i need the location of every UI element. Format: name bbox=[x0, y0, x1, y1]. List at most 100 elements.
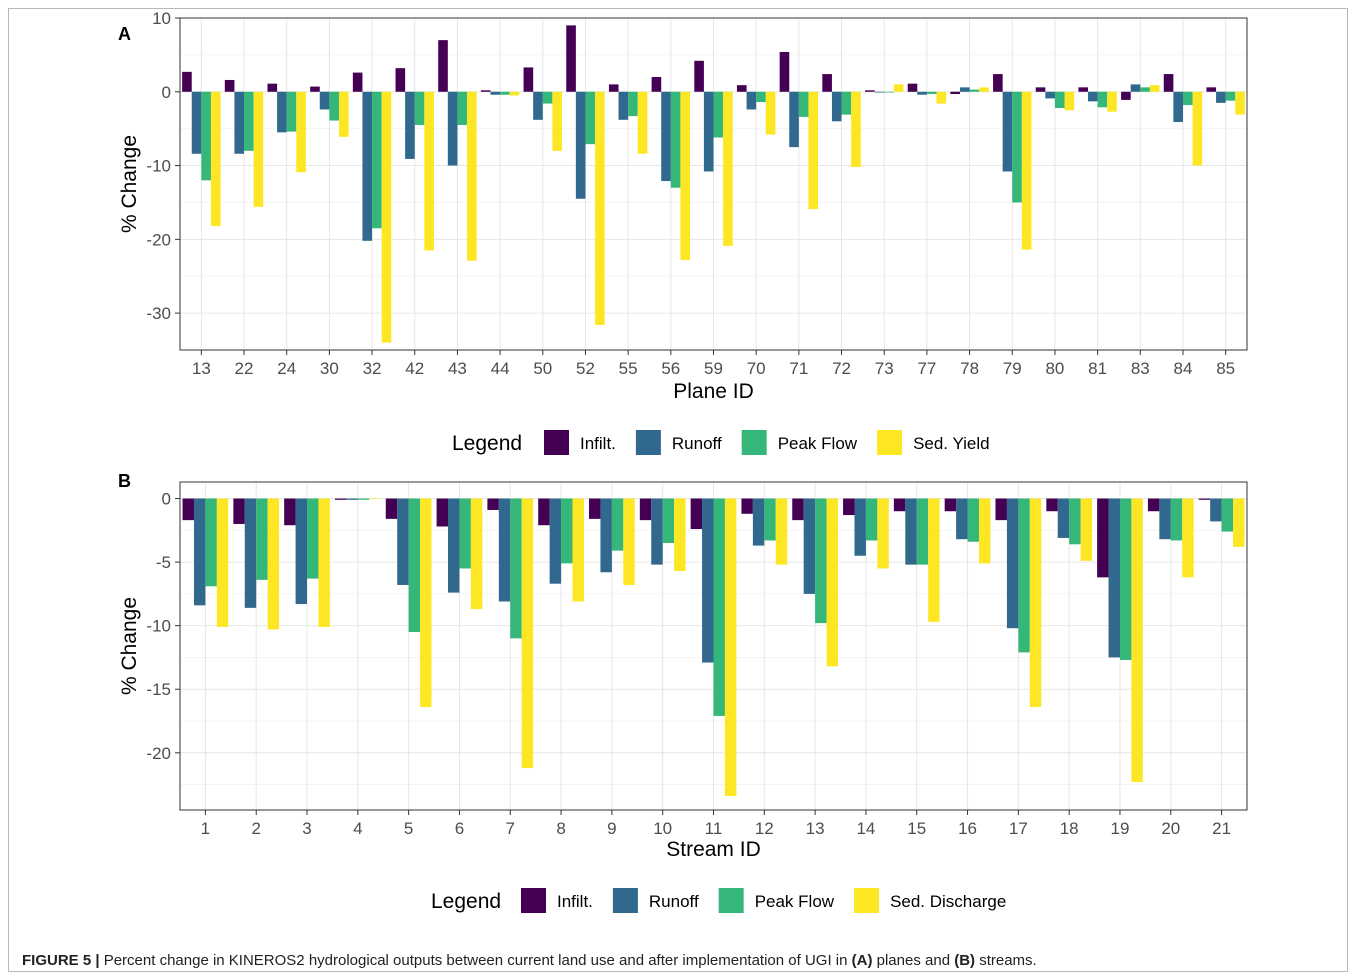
bar-runoff-4 bbox=[346, 498, 358, 500]
x-tick-label: 15 bbox=[907, 819, 926, 838]
bar-peak-5 bbox=[408, 498, 421, 633]
y-tick-label: -30 bbox=[146, 304, 171, 323]
bar-runoff-50 bbox=[533, 91, 543, 120]
legend-swatch-peak bbox=[718, 888, 744, 913]
bar-peak-52 bbox=[585, 91, 596, 145]
bar-runoff-22 bbox=[234, 91, 245, 154]
bar-sed-42 bbox=[424, 91, 434, 251]
x-tick-label: 24 bbox=[277, 359, 296, 378]
bar-infilt-2 bbox=[233, 498, 245, 524]
bar-sed-1 bbox=[216, 498, 229, 627]
bar-sed-15 bbox=[928, 498, 940, 622]
bar-peak-30 bbox=[329, 91, 339, 121]
legend-swatch-sed bbox=[854, 888, 880, 913]
bar-runoff-16 bbox=[956, 498, 968, 540]
bar-sed-84 bbox=[1192, 91, 1203, 166]
x-tick-label: 2 bbox=[251, 819, 260, 838]
bar-runoff-8 bbox=[549, 498, 562, 584]
legend-label-peak: Peak Flow bbox=[778, 434, 858, 453]
bar-sed-72 bbox=[851, 91, 861, 168]
x-tick-label: 32 bbox=[363, 359, 382, 378]
bar-peak-83 bbox=[1140, 87, 1150, 92]
bar-sed-2 bbox=[267, 498, 280, 630]
bar-infilt-5 bbox=[385, 498, 398, 519]
bar-infilt-52 bbox=[566, 25, 576, 92]
bar-sed-18 bbox=[1080, 498, 1093, 561]
legend-swatch-infilt bbox=[544, 430, 569, 455]
bar-sed-77 bbox=[936, 91, 947, 104]
bar-infilt-78 bbox=[950, 91, 960, 94]
x-tick-label: 44 bbox=[491, 359, 510, 378]
x-axis-title: Plane ID bbox=[673, 380, 754, 403]
bar-infilt-13 bbox=[792, 498, 804, 521]
caption-ref-a: (A) bbox=[851, 952, 873, 969]
bar-sed-16 bbox=[978, 498, 991, 564]
x-tick-label: 21 bbox=[1212, 819, 1231, 838]
x-tick-label: 43 bbox=[448, 359, 467, 378]
bar-sed-13 bbox=[826, 498, 838, 667]
bar-peak-19 bbox=[1119, 498, 1132, 660]
bar-peak-2 bbox=[256, 498, 268, 580]
chart-panel-b: B0-5-10-15-201 2 3 4 5 6 7 8 9 10 11 12 13 14 15 16 17 18… bbox=[118, 471, 1248, 913]
bar-runoff-79 bbox=[1002, 91, 1013, 172]
bar-infilt-44 bbox=[480, 90, 491, 92]
bar-infilt-6 bbox=[436, 498, 449, 527]
bar-peak-44 bbox=[500, 91, 510, 95]
bar-sed-50 bbox=[552, 91, 562, 151]
x-tick-label: 83 bbox=[1131, 359, 1150, 378]
x-tick-label: 73 bbox=[875, 359, 894, 378]
bar-sed-71 bbox=[808, 91, 819, 210]
y-tick-label: 0 bbox=[162, 83, 171, 102]
y-tick-label: -10 bbox=[146, 617, 171, 636]
bar-runoff-6 bbox=[448, 498, 460, 593]
x-tick-label: 56 bbox=[661, 359, 680, 378]
bar-runoff-55 bbox=[618, 91, 629, 120]
bar-infilt-55 bbox=[608, 84, 619, 92]
bar-sed-24 bbox=[296, 91, 306, 173]
bar-peak-32 bbox=[372, 91, 382, 229]
bar-runoff-14 bbox=[854, 498, 866, 556]
bar-runoff-19 bbox=[1108, 498, 1120, 658]
bar-peak-3 bbox=[307, 498, 319, 579]
bar-peak-73 bbox=[884, 91, 894, 93]
bar-infilt-18 bbox=[1046, 498, 1058, 512]
bar-sed-43 bbox=[467, 91, 477, 261]
bar-peak-8 bbox=[561, 498, 573, 564]
bar-runoff-2 bbox=[244, 498, 257, 608]
bar-runoff-7 bbox=[498, 498, 511, 602]
bar-peak-7 bbox=[510, 498, 522, 639]
bar-runoff-32 bbox=[362, 91, 373, 241]
bar-peak-81 bbox=[1097, 91, 1108, 108]
bar-infilt-80 bbox=[1035, 87, 1046, 92]
bar-peak-71 bbox=[798, 91, 809, 117]
bar-infilt-10 bbox=[639, 498, 652, 521]
x-tick-label: 77 bbox=[917, 359, 936, 378]
x-tick-label: 16 bbox=[958, 819, 977, 838]
bar-runoff-20 bbox=[1159, 498, 1171, 540]
legend-swatch-runoff bbox=[635, 430, 661, 455]
bar-sed-78 bbox=[979, 87, 989, 92]
x-tick-label: 80 bbox=[1045, 359, 1064, 378]
caption-text-1: Percent change in KINEROS2 hydrological … bbox=[99, 952, 852, 969]
bar-infilt-20 bbox=[1147, 498, 1160, 512]
bar-sed-8 bbox=[572, 498, 584, 602]
bar-infilt-42 bbox=[395, 68, 406, 92]
bar-infilt-21 bbox=[1198, 498, 1211, 500]
bar-infilt-32 bbox=[352, 72, 363, 92]
x-tick-label: 20 bbox=[1161, 819, 1180, 838]
bar-sed-59 bbox=[723, 91, 733, 246]
bar-runoff-5 bbox=[397, 498, 409, 585]
bar-sed-4 bbox=[369, 498, 381, 500]
bar-runoff-24 bbox=[277, 91, 287, 133]
bar-infilt-85 bbox=[1206, 87, 1217, 92]
bar-infilt-24 bbox=[267, 83, 278, 92]
x-tick-label: 11 bbox=[705, 819, 723, 838]
bar-runoff-30 bbox=[319, 91, 330, 110]
legend-label-runoff: Runoff bbox=[672, 434, 722, 453]
bar-runoff-83 bbox=[1130, 84, 1141, 92]
bar-sed-13 bbox=[210, 91, 221, 227]
bar-infilt-9 bbox=[589, 498, 601, 519]
bar-infilt-72 bbox=[822, 74, 832, 92]
x-tick-label: 17 bbox=[1009, 819, 1028, 838]
bar-infilt-77 bbox=[907, 83, 918, 92]
